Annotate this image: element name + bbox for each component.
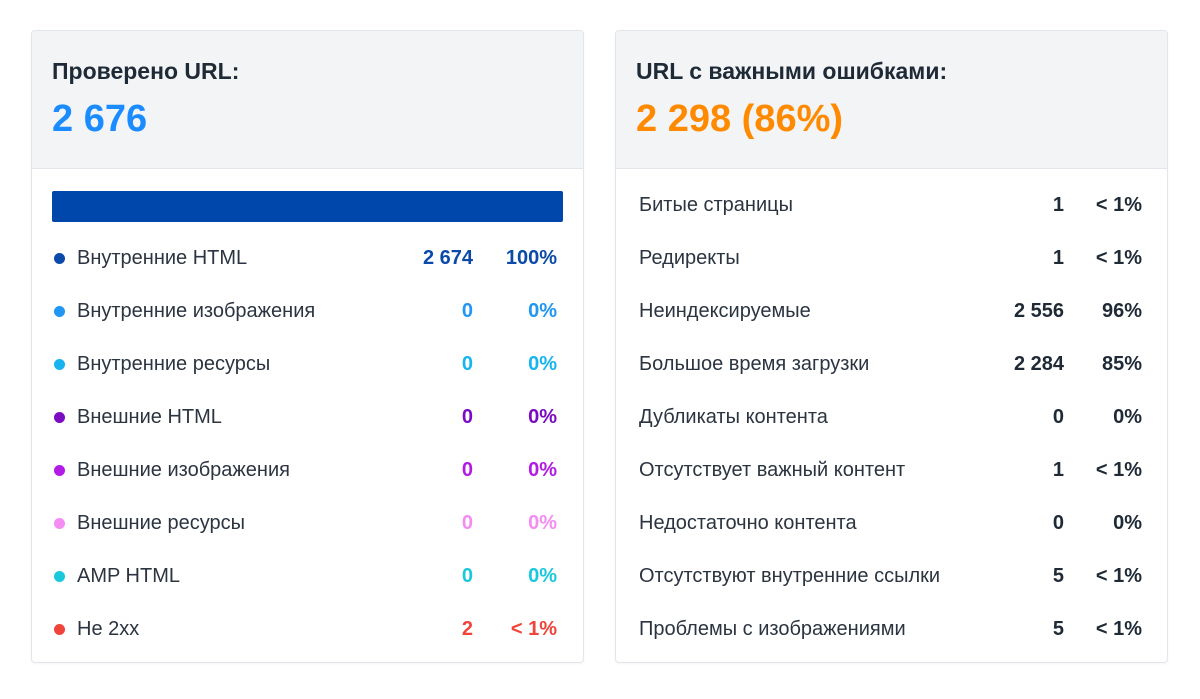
url-type-count: 0 [461,353,473,375]
error-type-percent: < 1% [1095,247,1142,269]
error-type-row[interactable]: Неиндексируемые 2 556 96% [616,285,1167,338]
url-type-label: Внутренние ресурсы [77,353,271,375]
error-type-label: Проблемы с изображениями [639,618,906,640]
error-type-label: Неиндексируемые [639,300,811,322]
important-errors-header: URL с важными ошибками: 2 298 (86%) [616,31,1167,169]
important-errors-title: URL с важными ошибками: [636,58,948,84]
checked-urls-total: 2 676 [52,98,148,140]
url-type-percent: 100% [505,247,557,269]
url-type-label: Внутренние изображения [77,300,316,322]
error-type-label: Недостаточно контента [639,512,857,534]
error-type-count: 5 [1052,565,1064,587]
url-type-row[interactable]: AMP HTML 0 0% [32,550,583,603]
url-types-progress-bar [52,191,563,222]
url-type-label: Не 2xx [77,618,140,640]
error-type-count: 1 [1052,247,1064,269]
url-type-count: 2 [461,618,473,640]
url-type-row[interactable]: Внутренние изображения 0 0% [32,285,583,338]
error-type-row[interactable]: Дубликаты контента 0 0% [616,391,1167,444]
error-type-label: Дубликаты контента [639,406,828,428]
checked-urls-card: Проверено URL: 2 676 Внутренние HTML 2 67… [31,30,584,663]
checked-urls-title: Проверено URL: [52,58,240,84]
url-type-count: 0 [461,512,473,534]
error-type-percent: 0% [1113,406,1142,428]
important-errors-total: 2 298 (86%) [636,98,844,140]
error-type-row[interactable]: Большое время загрузки 2 284 85% [616,338,1167,391]
url-type-count: 0 [461,406,473,428]
legend-dot-icon [54,253,65,264]
url-type-row[interactable]: Внешние ресурсы 0 0% [32,497,583,550]
error-type-percent: < 1% [1095,618,1142,640]
url-type-label: Внешние HTML [77,406,222,428]
error-type-percent: 96% [1101,300,1142,322]
error-type-count: 1 [1052,459,1064,481]
url-type-count: 0 [461,300,473,322]
error-type-label: Отсутствуют внутренние ссылки [639,565,941,587]
error-type-label: Большое время загрузки [639,353,870,375]
legend-dot-icon [54,306,65,317]
error-type-label: Битые страницы [639,194,793,216]
url-type-percent: 0% [528,565,557,587]
error-type-count: 0 [1052,512,1064,534]
url-type-row[interactable]: Не 2xx 2 < 1% [32,603,583,656]
error-type-count: 0 [1052,406,1064,428]
url-type-percent: 0% [528,406,557,428]
legend-dot-icon [54,571,65,582]
error-type-percent: < 1% [1095,459,1142,481]
error-type-count: 2 556 [1013,300,1064,322]
error-type-row[interactable]: Проблемы с изображениями 5 < 1% [616,603,1167,656]
url-type-row[interactable]: Внешние изображения 0 0% [32,444,583,497]
checked-urls-header: Проверено URL: 2 676 [32,31,583,169]
error-type-percent: 0% [1113,512,1142,534]
url-type-count: 0 [461,459,473,481]
error-type-row[interactable]: Отсутствует важный контент 1 < 1% [616,444,1167,497]
url-type-label: AMP HTML [77,565,180,587]
legend-dot-icon [54,624,65,635]
legend-dot-icon [54,359,65,370]
error-type-count: 2 284 [1013,353,1064,375]
error-type-row[interactable]: Редиректы 1 < 1% [616,232,1167,285]
url-type-percent: 0% [528,300,557,322]
url-type-label: Внешние ресурсы [77,512,245,534]
error-type-row[interactable]: Битые страницы 1 < 1% [616,179,1167,232]
url-type-row[interactable]: Внутренние HTML 2 674 100% [32,232,583,285]
legend-dot-icon [54,465,65,476]
url-type-percent: 0% [528,353,557,375]
error-type-row[interactable]: Недостаточно контента 0 0% [616,497,1167,550]
legend-dot-icon [54,412,65,423]
url-type-row[interactable]: Внутренние ресурсы 0 0% [32,338,583,391]
error-type-percent: 85% [1101,353,1142,375]
error-type-count: 5 [1052,618,1064,640]
error-type-row[interactable]: Отсутствуют внутренние ссылки 5 < 1% [616,550,1167,603]
url-type-count: 0 [461,565,473,587]
url-type-row[interactable]: Внешние HTML 0 0% [32,391,583,444]
error-type-percent: < 1% [1095,194,1142,216]
error-type-label: Отсутствует важный контент [639,459,906,481]
error-type-label: Редиректы [639,247,740,269]
url-type-percent: 0% [528,459,557,481]
url-type-label: Внутренние HTML [77,247,248,269]
error-type-count: 1 [1052,194,1064,216]
url-type-percent: < 1% [510,618,557,640]
url-type-percent: 0% [528,512,557,534]
legend-dot-icon [54,518,65,529]
url-type-count: 2 674 [422,247,473,269]
error-type-percent: < 1% [1095,565,1142,587]
important-errors-card: URL с важными ошибками: 2 298 (86%) Биты… [615,30,1168,663]
url-type-label: Внешние изображения [77,459,290,481]
